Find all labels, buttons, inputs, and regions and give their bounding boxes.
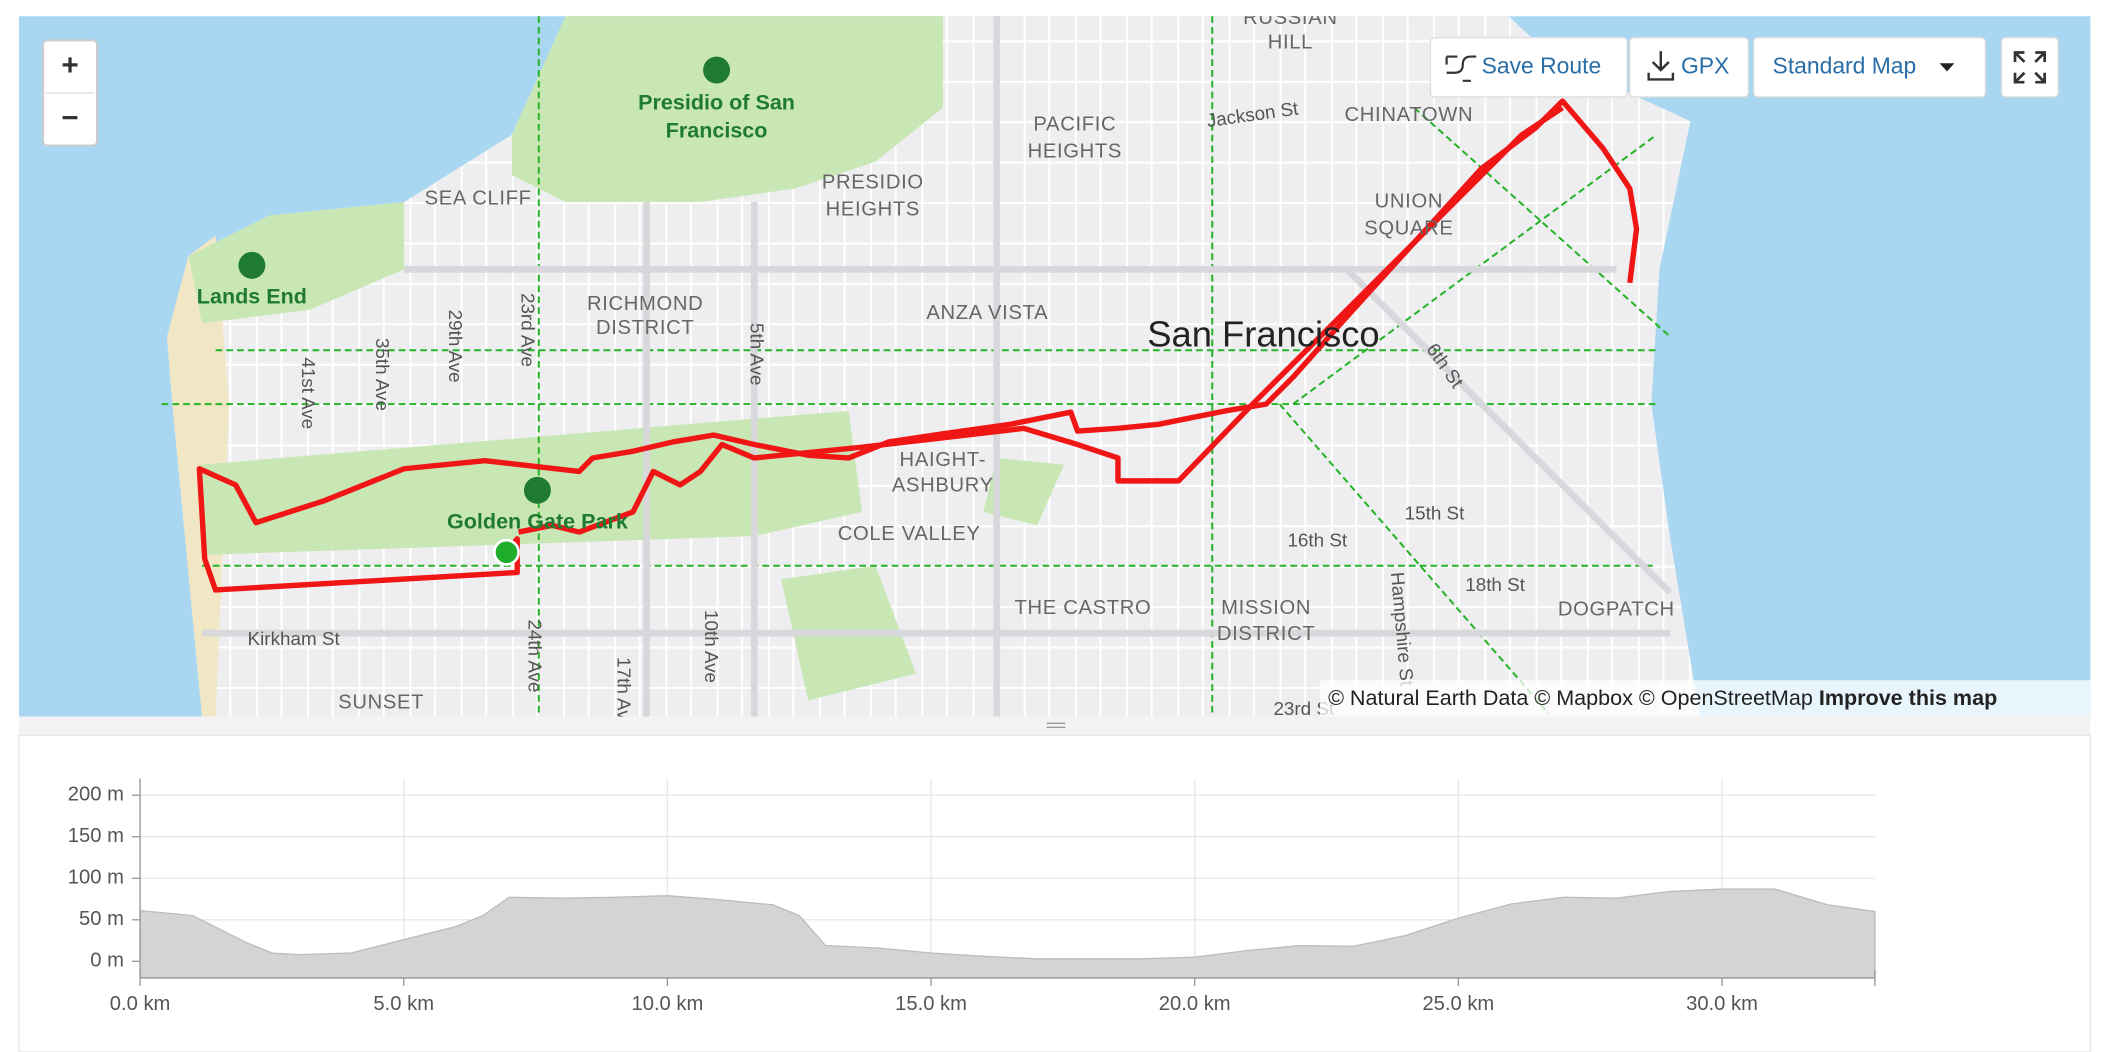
street-label: 10th Ave xyxy=(701,610,722,683)
route-icon xyxy=(1445,55,1477,82)
street-label: 18th St xyxy=(1465,574,1525,595)
street-label: 23rd St xyxy=(1273,698,1335,719)
map-label: SQUARE xyxy=(1364,217,1453,239)
zoom-out[interactable]: − xyxy=(61,102,78,135)
map-label: HAIGHT- xyxy=(900,449,987,471)
map-label: Golden Gate Park xyxy=(447,508,628,533)
zoom-in[interactable]: + xyxy=(61,49,78,82)
street-label: 41st Ave xyxy=(298,357,319,429)
x-tick-label: 15.0 km xyxy=(895,993,967,1015)
route xyxy=(196,98,1640,593)
map-label: PRESIDIO xyxy=(822,172,924,194)
parks xyxy=(781,457,1065,701)
attribution-bg xyxy=(1320,680,2091,717)
street-label: 35th Ave xyxy=(372,338,393,411)
y-tick-label: 200 m xyxy=(68,784,124,806)
map-label: Presidio of San xyxy=(638,89,795,114)
map-label: COLE VALLEY xyxy=(838,523,981,545)
park-icon xyxy=(238,251,266,279)
x-tick-label: 0.0 km xyxy=(110,993,171,1015)
city-label: San Francisco xyxy=(1147,313,1379,354)
street-label: 24th Ave xyxy=(524,619,545,692)
y-tick-label: 0 m xyxy=(90,950,124,972)
x-tick-label: 10.0 km xyxy=(631,993,703,1015)
map-label: CHINATOWN xyxy=(1345,104,1474,126)
improve-link[interactable]: Improve this map xyxy=(1819,685,1997,710)
zoom-control: + − xyxy=(42,39,98,147)
x-tick-label: 20.0 km xyxy=(1159,993,1231,1015)
x-tick-label: 30.0 km xyxy=(1686,993,1758,1015)
map-style-label[interactable]: Standard Map xyxy=(1773,52,1917,78)
street-label: 23rd Ave xyxy=(518,293,539,367)
map-label: DISTRICT xyxy=(596,317,694,339)
attribution: © Natural Earth Data © Mapbox © OpenStre… xyxy=(1328,685,1997,710)
lands-end-park xyxy=(188,202,405,324)
map-label: DOGPATCH xyxy=(1558,599,1675,621)
elevation-area xyxy=(139,888,1876,979)
map-label: ASHBURY xyxy=(892,475,994,497)
map-label: MISSION xyxy=(1221,597,1311,619)
map-label: HILL xyxy=(1268,31,1313,53)
map-label: RUSSIAN xyxy=(1243,7,1337,29)
map-toolbar: Save Route GPX Standard Map xyxy=(1429,37,2059,98)
dropdown-caret xyxy=(1939,63,1955,72)
x-tick-label: 25.0 km xyxy=(1422,993,1494,1015)
y-tick-label: 100 m xyxy=(68,867,124,889)
map-label: PACIFIC xyxy=(1033,114,1116,136)
elevation-chart: 0 m 50 m 100 m 150 m 200 m 0.0 km 5.0 km 10.0 k… xyxy=(68,778,1876,1015)
map-label: SEA CLIFF xyxy=(425,188,532,210)
resize-bar[interactable] xyxy=(18,716,2091,736)
map-label: SUNSET xyxy=(338,691,424,713)
street-label: 5th Ave xyxy=(747,323,768,386)
map-label: Lands End xyxy=(197,283,307,308)
street-label: 29th Ave xyxy=(445,310,466,383)
resize-handle xyxy=(1046,722,1066,729)
fullscreen-button[interactable] xyxy=(2000,37,2059,98)
park-icon xyxy=(703,56,731,84)
gpx-label[interactable]: GPX xyxy=(1681,52,1729,78)
fullscreen-icon xyxy=(2013,51,2046,84)
street-label: Kirkham St xyxy=(248,628,341,649)
download-icon xyxy=(1647,51,1675,81)
save-route-label[interactable]: Save Route xyxy=(1482,52,1602,78)
route-return xyxy=(518,105,1564,535)
start-marker xyxy=(492,538,520,566)
map-label: HEIGHTS xyxy=(826,198,920,220)
map-label: ANZA VISTA xyxy=(926,302,1048,324)
y-tick-label: 150 m xyxy=(68,825,124,847)
map-label: THE CASTRO xyxy=(1015,597,1152,619)
save-route-button[interactable] xyxy=(1429,37,1628,98)
street-label: 17th Ave xyxy=(613,657,634,730)
street-label: 15th St xyxy=(1405,503,1465,524)
attribution-text: © Natural Earth Data © Mapbox © OpenStre… xyxy=(1328,685,1813,710)
map-label: UNION xyxy=(1375,190,1443,212)
y-tick-label: 50 m xyxy=(79,908,124,930)
street-label: 16th St xyxy=(1287,529,1347,550)
park-icon xyxy=(523,476,551,504)
map-style-dropdown[interactable] xyxy=(1753,37,1987,98)
map-label: RICHMOND xyxy=(587,293,703,315)
gpx-button[interactable] xyxy=(1629,37,1749,98)
map-label: HEIGHTS xyxy=(1028,141,1122,163)
map[interactable]: Presidio of San Francisco SEA CLIFF Land… xyxy=(18,7,2091,730)
map-label: Francisco xyxy=(666,118,768,143)
map-label: DISTRICT xyxy=(1217,623,1315,645)
presidio-park xyxy=(511,16,943,203)
x-tick-label: 5.0 km xyxy=(373,993,434,1015)
